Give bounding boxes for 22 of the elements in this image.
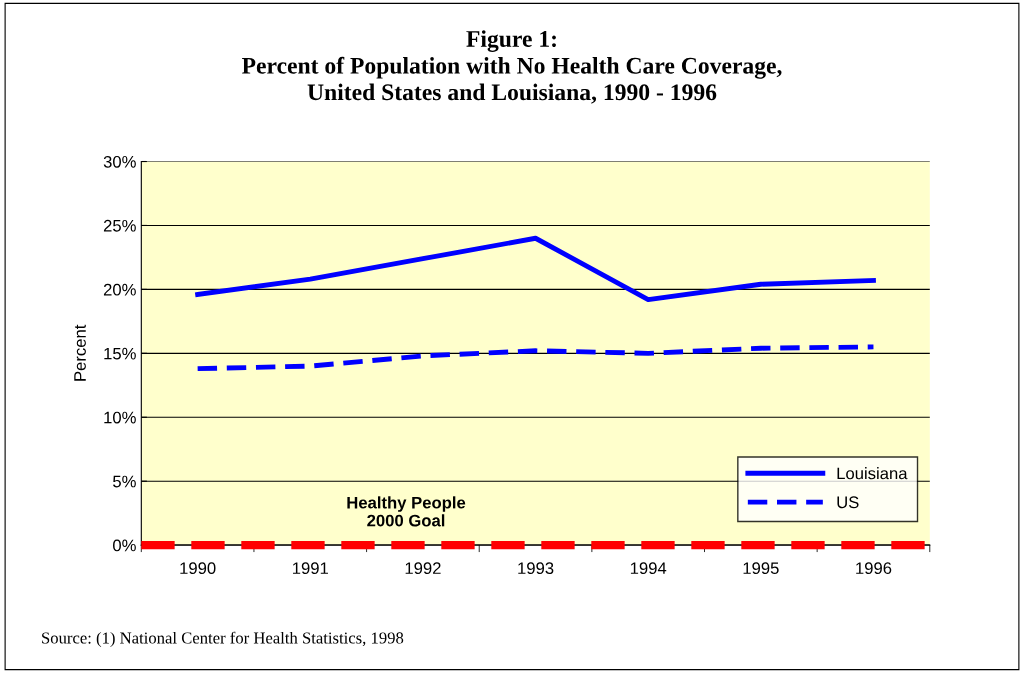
line-series: [195, 344, 876, 372]
y-axis-title: Percent: [74, 324, 86, 381]
legend-label: Louisiana: [837, 467, 908, 480]
y-tick-label: 0%: [113, 539, 136, 552]
line-series: [195, 235, 876, 303]
ref-line-label: Healthy People 2000 Goal: [347, 496, 466, 527]
source-note: Source: (1) National Center for Health Statistics, 1998: [42, 631, 404, 647]
x-tick-label: 1991: [293, 562, 328, 575]
y-tick-label: 5%: [113, 475, 136, 488]
x-tick-label: 1993: [518, 562, 554, 575]
chart-title: Figure 1: Percent of Population with No Health Care Coverage, United States and Louisiana, 1990 - 1996: [242, 30, 782, 104]
legend-label: US: [837, 496, 859, 509]
x-tick-label: 1994: [630, 562, 667, 575]
y-tick-label: 10%: [104, 411, 136, 424]
y-tick-label: 30%: [103, 155, 136, 168]
x-tick-label: 1990: [180, 562, 216, 575]
x-tick-label: 1995: [743, 562, 779, 575]
x-tick-label: 1992: [405, 562, 441, 575]
y-tick-label: 20%: [103, 283, 136, 296]
x-tick-label: 1996: [856, 562, 892, 575]
y-tick-label: 25%: [103, 219, 136, 232]
y-tick-label: 15%: [104, 347, 136, 360]
